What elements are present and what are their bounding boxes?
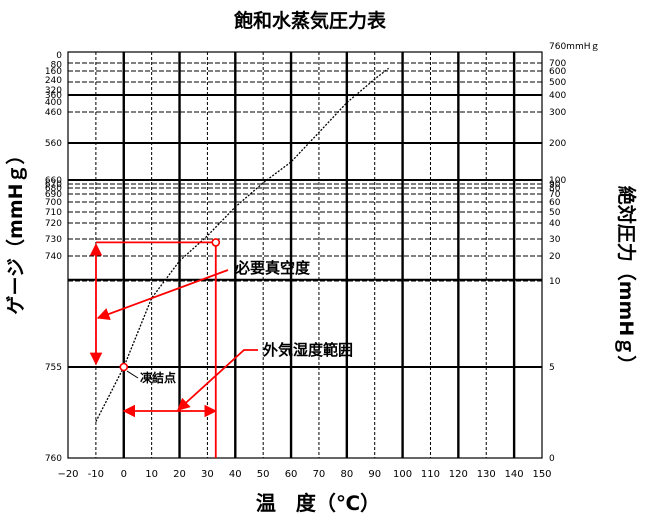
left-tick-label: 670 bbox=[45, 180, 62, 190]
left-tick-label: 560 bbox=[45, 139, 62, 149]
chart-title: 飽和水蒸気圧力表 bbox=[233, 9, 387, 32]
x-tick-label: 60 bbox=[285, 469, 298, 480]
x-tick-label: 70 bbox=[313, 469, 326, 480]
right-tick-label: 400 bbox=[549, 91, 566, 101]
right-tick-label: 500 bbox=[549, 78, 566, 88]
left-tick-label: 730 bbox=[45, 235, 62, 245]
x-tick-label: 150 bbox=[532, 469, 551, 480]
data-point-marker bbox=[211, 238, 221, 247]
left-tick-label: 710 bbox=[45, 208, 62, 218]
right-tick-label: 0 bbox=[549, 454, 555, 464]
right-tick-label: 80 bbox=[549, 184, 561, 194]
x-tick-label: 0 bbox=[121, 469, 127, 480]
right-tick-label: 30 bbox=[549, 235, 561, 245]
left-tick-label: 760 bbox=[45, 454, 62, 464]
right-tick-label: 100 bbox=[549, 176, 566, 186]
grid bbox=[67, 51, 543, 459]
x-tick-label: 40 bbox=[229, 469, 242, 480]
left-tick-label: 720 bbox=[45, 219, 62, 229]
right-tick-label: 90 bbox=[549, 180, 561, 190]
x-tick-label: 30 bbox=[201, 469, 214, 480]
x-tick-label: 140 bbox=[505, 469, 524, 480]
x-tick-label: 90 bbox=[368, 469, 381, 480]
right-tick-label: 200 bbox=[549, 139, 566, 149]
right-tick-label: 50 bbox=[549, 208, 561, 218]
left-tick-label: 240 bbox=[45, 76, 62, 86]
x-tick-label: 10 bbox=[145, 469, 158, 480]
right-tick-label: 60 bbox=[549, 198, 561, 208]
x-axis-label: 温 度（℃） bbox=[256, 491, 380, 515]
right-tick-label: 760mmHｇ bbox=[549, 42, 599, 52]
left-tick-label: 755 bbox=[45, 363, 62, 373]
right-tick-label: 20 bbox=[549, 252, 561, 262]
right-tick-label: 40 bbox=[549, 219, 561, 229]
humidity-label: 外気湿度範囲 bbox=[262, 341, 353, 359]
left-axis-label: ゲージ（mmHｇ） bbox=[4, 145, 28, 314]
x-tick-label: 110 bbox=[421, 469, 440, 480]
x-tick-label: 100 bbox=[393, 469, 412, 480]
left-tick-label: 320 bbox=[45, 86, 62, 96]
freeze-pointer bbox=[126, 370, 139, 379]
vacuum-label: 必要真空度 bbox=[234, 259, 311, 277]
right-axis-label: 絶対圧力（mmHｇ） bbox=[614, 186, 638, 375]
left-tick-label: 460 bbox=[45, 108, 62, 118]
curve-layer bbox=[95, 67, 389, 422]
left-tick-label: 740 bbox=[45, 252, 62, 262]
x-tick-label: 50 bbox=[257, 469, 270, 480]
right-tick-label: 5 bbox=[549, 363, 555, 373]
left-tick-label: 80 bbox=[51, 61, 63, 71]
left-tick-label: 0 bbox=[56, 51, 62, 61]
freeze-label: 凍結点 bbox=[140, 370, 176, 385]
plot-frame bbox=[67, 51, 543, 459]
right-tick-label: 10 bbox=[549, 277, 561, 287]
x-tick-label: 20 bbox=[173, 469, 186, 480]
left-tick-label: 360 bbox=[45, 91, 62, 101]
saturation-curve bbox=[95, 67, 389, 422]
data-point-marker bbox=[119, 362, 129, 372]
left-tick-label: 690 bbox=[45, 190, 62, 200]
vacuum-pointer-arrow bbox=[96, 269, 229, 320]
right-tick-label: 700 bbox=[549, 59, 566, 69]
x-tick-label: 80 bbox=[340, 469, 353, 480]
left-tick-label: 660 bbox=[45, 176, 62, 186]
right-tick-label: 70 bbox=[549, 190, 561, 200]
left-tick-label: 400 bbox=[45, 98, 62, 108]
x-tick-label: -10 bbox=[88, 469, 104, 480]
x-tick-label: −20 bbox=[57, 469, 78, 480]
right-tick-label: 600 bbox=[549, 67, 566, 77]
x-tick-label: 120 bbox=[449, 469, 468, 480]
left-tick-label: 700 bbox=[45, 198, 62, 208]
x-tick-label: 130 bbox=[477, 469, 496, 480]
left-tick-label: 160 bbox=[45, 67, 62, 77]
humidity-pointer-arrow bbox=[177, 349, 258, 411]
left-tick-label: 680 bbox=[45, 184, 62, 194]
tick-labels: −20 -10 0 10 20 30 40 50 60 70 80 90 100 110 120 130 140… bbox=[45, 42, 600, 480]
right-tick-label: 300 bbox=[549, 108, 566, 118]
